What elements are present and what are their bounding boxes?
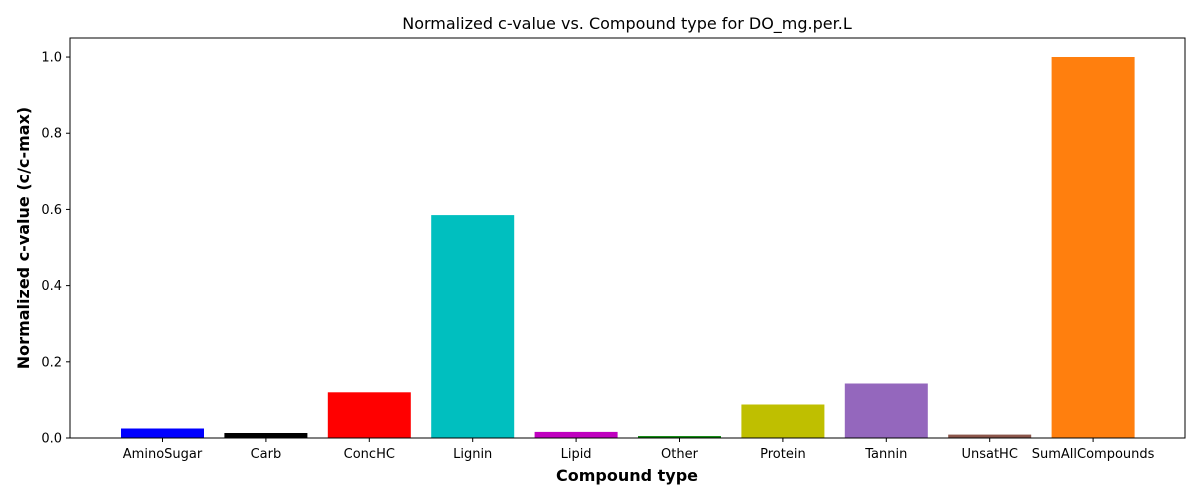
- x-tick-label: SumAllCompounds: [1032, 447, 1155, 462]
- y-tick-label: 1.0: [41, 51, 62, 66]
- bar-tannin: [844, 383, 928, 438]
- x-axis: AminoSugar Carb ConcHC Lignin Lipid Other Prot…: [123, 438, 1155, 462]
- x-tick-label: Lignin: [453, 447, 492, 462]
- y-axis-label: Normalized c-value (c/c-max): [14, 107, 33, 369]
- y-tick-label: 0.0: [41, 432, 62, 447]
- bars-group: [121, 57, 1135, 438]
- bar-conchc: [327, 392, 411, 438]
- chart-title: Normalized c-value vs. Compound type for…: [402, 14, 852, 34]
- x-tick-label: Tannin: [864, 447, 907, 462]
- bar-aminosugar: [121, 428, 204, 438]
- x-tick-label: Protein: [760, 447, 806, 462]
- x-tick-label: Other: [661, 447, 699, 462]
- bar-protein: [741, 404, 825, 438]
- bar-sumallcompounds: [1051, 57, 1135, 438]
- plot-frame: [69, 37, 1186, 439]
- x-tick-label: AminoSugar: [123, 447, 203, 462]
- bar-lignin: [431, 215, 515, 438]
- bar-other: [638, 436, 721, 438]
- y-tick-label: 0.8: [41, 127, 62, 142]
- x-tick-label: Carb: [251, 447, 282, 462]
- y-tick-label: 0.6: [41, 203, 62, 218]
- x-tick-label: Lipid: [561, 447, 592, 462]
- x-tick-label: ConcHC: [344, 447, 395, 462]
- bar-unsathc: [948, 434, 1032, 438]
- bar-lipid: [534, 431, 618, 438]
- bar-carb: [224, 433, 308, 438]
- x-axis-label: Compound type: [556, 466, 698, 485]
- y-tick-label: 0.2: [41, 355, 62, 370]
- y-tick-label: 0.4: [41, 279, 62, 294]
- x-tick-label: UnsatHC: [961, 447, 1017, 462]
- y-axis: 0.0 0.2 0.4 0.6 0.8 1.0: [41, 51, 70, 447]
